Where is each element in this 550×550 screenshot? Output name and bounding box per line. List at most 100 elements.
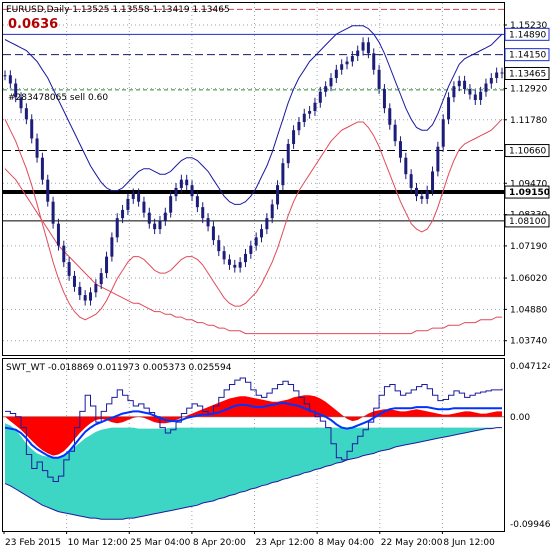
candle-body (40, 157, 44, 180)
candle-body (388, 108, 392, 125)
candle-body (345, 61, 349, 65)
candle-body (393, 124, 397, 142)
price-tick-label: 1.12920 (510, 84, 547, 94)
price-tick-label: 1.03740 (510, 337, 547, 347)
candle-body (56, 223, 60, 246)
candle-body (62, 245, 66, 263)
candle-body (35, 138, 39, 158)
candle-body (420, 196, 424, 199)
candle-body (356, 50, 360, 57)
grid (3, 3, 504, 531)
candle-body (484, 83, 488, 92)
price-level-box (504, 214, 550, 228)
time-tick-label: 8 Jun 12:00 (443, 538, 495, 548)
osc-fast-line (5, 377, 503, 482)
price-tick-label: 1.15230 (510, 21, 547, 31)
candle-body (377, 69, 381, 90)
candle-body (265, 218, 269, 230)
candle-body (174, 187, 178, 197)
candle-body (14, 83, 18, 98)
candle-body (201, 207, 205, 219)
candle-body (398, 141, 402, 158)
candle-body (489, 78, 493, 84)
price-level-label: 1.13465 (504, 66, 550, 80)
price-level-box (504, 66, 550, 80)
time-tick-label: 8 Apr 20:00 (193, 538, 246, 548)
candle-body (3, 75, 7, 77)
candle-body (495, 72, 499, 79)
candle-body (30, 119, 34, 139)
candle-body (340, 64, 344, 70)
upper-band-line (4, 25, 503, 205)
price-tick-label: 1.09470 (510, 179, 547, 189)
order-label: #283478065 sell 0.60 (8, 93, 108, 103)
candle-body (89, 292, 93, 301)
candle-body (238, 262, 242, 268)
oscillator-plot (3, 377, 504, 520)
candle-body (243, 253, 247, 263)
candle-body (276, 185, 280, 205)
candle-body (72, 275, 76, 287)
price-level-text: 1.13465 (509, 69, 546, 79)
candle-body (147, 212, 151, 224)
candle-body (169, 196, 173, 213)
price-series (3, 37, 504, 306)
price-level-text: 1.08100 (509, 217, 546, 227)
price-tick-label: 1.11780 (510, 116, 547, 126)
price-tick-label: 1.06020 (510, 274, 547, 284)
candle-body (473, 94, 477, 100)
candle-body (227, 259, 231, 265)
price-level-text: 1.14890 (509, 30, 546, 40)
candle-body (431, 171, 435, 191)
candle-body (105, 256, 109, 274)
candle-body (302, 113, 306, 122)
time-tick-label: 22 May 20:00 (381, 538, 443, 548)
candle-body (292, 130, 296, 144)
candle-body (350, 56, 354, 62)
candle-body (409, 174, 413, 188)
price-level-box (504, 27, 550, 41)
price-level-text: 1.09150 (509, 188, 550, 198)
chart-title: EURUSD,Daily 1.13525 1.13558 1.13419 1.1… (6, 5, 230, 15)
candle-body (260, 229, 264, 238)
candle-body (131, 193, 135, 199)
time-tick-label: 23 Apr 12:00 (256, 538, 315, 548)
candle-body (67, 262, 71, 276)
price-level-label: 1.10660 (504, 144, 550, 158)
candle-body (414, 187, 418, 197)
candle-body (404, 157, 408, 175)
candle-body (158, 220, 162, 230)
candle-body (142, 201, 146, 213)
candle-body (313, 102, 317, 111)
candle-body (329, 78, 333, 87)
candle-body (233, 264, 237, 268)
time-tick-label: 23 Feb 2015 (5, 538, 61, 548)
candle-body (51, 201, 55, 224)
spread-value: 0.0636 (8, 17, 58, 32)
price-lines (4, 25, 503, 335)
price-level-label: 1.09150 (504, 185, 550, 199)
candle-body (297, 121, 301, 131)
osc-cyan-area (5, 423, 502, 520)
osc-tick-label: 0.047124 (510, 362, 550, 372)
candle-body (254, 237, 258, 246)
candle-body (78, 286, 82, 296)
candle-body (436, 146, 440, 172)
candle-body (479, 91, 483, 100)
price-level-text: 1.14150 (509, 51, 546, 61)
price-level-label: 1.08100 (504, 214, 550, 228)
candle-body (372, 53, 376, 70)
candle-body (137, 193, 141, 202)
price-level-box (504, 185, 550, 199)
candle-body (318, 91, 322, 103)
candle-body (115, 218, 119, 238)
candle-body (366, 42, 370, 54)
candle-body (179, 179, 183, 188)
candle-body (185, 179, 189, 186)
candle-body (8, 75, 12, 84)
osc-tick-label: -0.099468 (510, 520, 550, 530)
candle-body (286, 143, 290, 164)
time-tick-label: 8 May 04:00 (318, 538, 374, 548)
candle-body (249, 245, 253, 254)
